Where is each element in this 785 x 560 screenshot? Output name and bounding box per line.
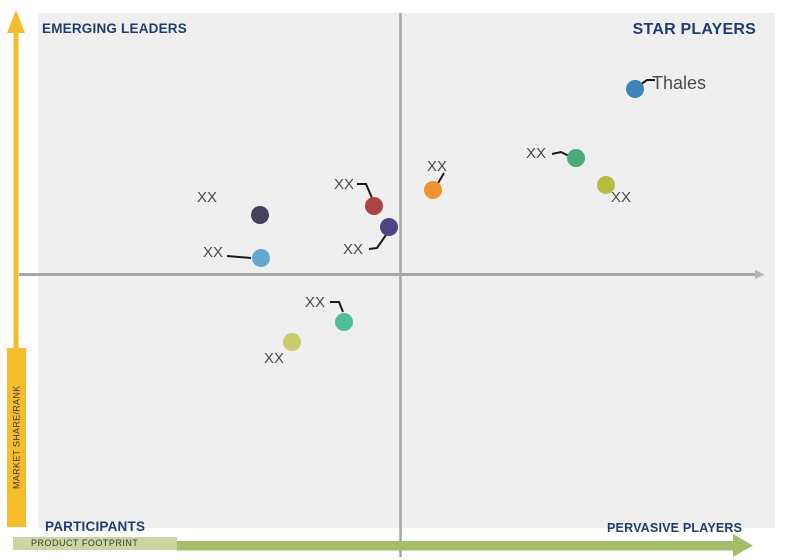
- data-point-xx-5[interactable]: [365, 197, 383, 215]
- data-point-xx-10[interactable]: [283, 333, 301, 351]
- data-point-xx-8[interactable]: [252, 249, 270, 267]
- data-point-label-xx-3: XX: [611, 189, 632, 206]
- data-point-label-xx-10: XX: [264, 350, 285, 367]
- data-point-label-xx-7: XX: [197, 189, 218, 206]
- data-point-thales[interactable]: [626, 80, 644, 98]
- data-point-xx-4[interactable]: [424, 181, 442, 199]
- data-point-label-xx-9: XX: [305, 294, 326, 311]
- data-point-label-xx-8: XX: [203, 244, 224, 261]
- data-point-label-xx-2: XX: [526, 145, 547, 162]
- data-point-label-xx-5: XX: [334, 176, 355, 193]
- data-point-label-thales: Thales: [652, 73, 707, 93]
- quadrant-label-emerging-leaders: EMERGING LEADERS: [42, 21, 187, 36]
- plot-area: [38, 13, 775, 528]
- data-point-xx-3[interactable]: [597, 176, 615, 194]
- data-point-xx-7[interactable]: [251, 206, 269, 224]
- quadrant-label-pervasive-players: PERVASIVE PLAYERS: [607, 521, 743, 535]
- data-point-label-xx-6: XX: [343, 241, 364, 258]
- data-point-xx-9[interactable]: [335, 313, 353, 331]
- x-axis-label-text: PRODUCT FOOTPRINT: [31, 538, 139, 548]
- data-point-xx-2[interactable]: [567, 149, 585, 167]
- quadrant-label-star-players: STAR PLAYERS: [632, 21, 756, 38]
- data-point-label-xx-4: XX: [427, 158, 448, 175]
- quadrant-label-participants: PARTICIPANTS: [45, 519, 146, 534]
- data-point-xx-6[interactable]: [380, 218, 398, 236]
- x-axis-label: PRODUCT FOOTPRINT: [13, 537, 177, 550]
